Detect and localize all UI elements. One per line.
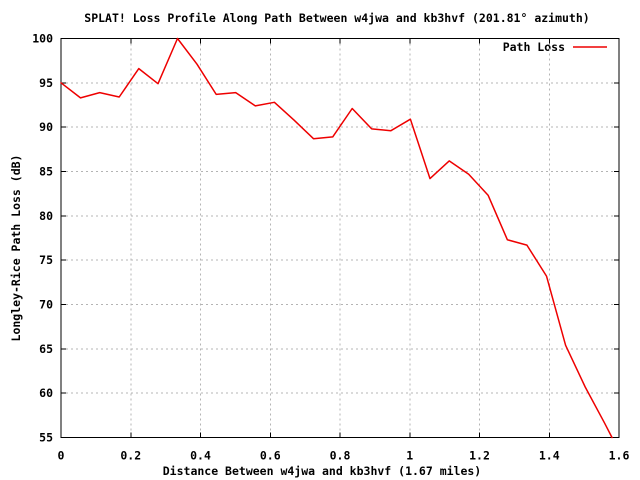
x-tick-label: 0 (58, 449, 65, 463)
x-tick-label: 0.4 (190, 449, 211, 463)
grid-lines (60, 38, 620, 438)
tick-labels: 0 0.2 0.4 0.6 0.8 1 1.2 1.4 1.6 55 60 65 70 75 80 85 90 9… (32, 32, 629, 463)
path-loss-line (60, 37, 613, 439)
plot-border (60, 38, 620, 438)
legend-label: Path Loss (503, 40, 565, 54)
x-tick-label: 0.6 (260, 449, 281, 463)
path-loss-polyline (60, 37, 613, 439)
y-tick-label: 65 (39, 342, 53, 356)
x-tick-label: 1.4 (539, 449, 560, 463)
x-tick-label: 0.8 (330, 449, 351, 463)
y-tick-label: 75 (39, 253, 53, 267)
y-tick-label: 60 (39, 386, 53, 400)
x-tick-label: 0.2 (120, 449, 141, 463)
axes (60, 38, 620, 438)
chart-title: SPLAT! Loss Profile Along Path Between w… (84, 11, 589, 25)
y-tick-label: 70 (39, 298, 53, 312)
y-tick-label: 55 (39, 431, 53, 445)
x-tick-label: 1.2 (469, 449, 490, 463)
y-tick-label: 100 (32, 32, 53, 46)
y-tick-label: 95 (39, 76, 53, 90)
x-axis-label: Distance Between w4jwa and kb3hvf (1.67 … (163, 464, 482, 478)
x-tick-label: 1.6 (609, 449, 630, 463)
y-tick-label: 90 (39, 120, 53, 134)
y-axis-label: Longley-Rice Path Loss (dB) (9, 155, 23, 342)
x-tick-label: 1 (406, 449, 413, 463)
y-tick-label: 85 (39, 165, 53, 179)
y-tick-label: 80 (39, 209, 53, 223)
